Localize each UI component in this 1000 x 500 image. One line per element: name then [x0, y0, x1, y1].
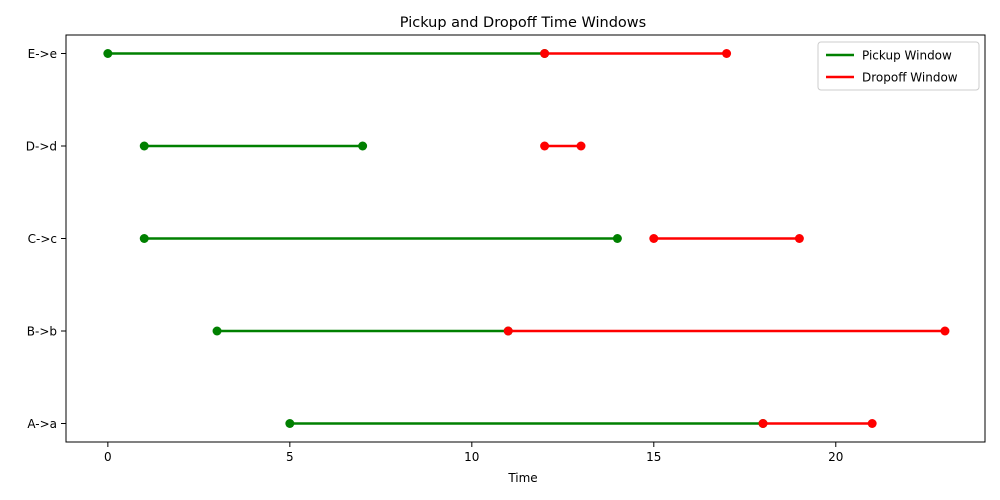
window-start-marker	[649, 234, 659, 243]
legend-box	[817, 41, 980, 91]
window-start-marker	[139, 141, 149, 151]
window-start-marker	[540, 49, 550, 58]
window-end-marker	[940, 326, 950, 336]
y-tick-label: C->c	[28, 232, 57, 246]
y-tick-label: E->e	[28, 47, 57, 61]
y-tick-label: D->d	[26, 140, 57, 154]
x-tick-label: 15	[646, 450, 661, 464]
window-start-marker	[503, 326, 513, 336]
window-end-marker	[612, 234, 622, 243]
window-start-marker	[540, 141, 550, 151]
x-tick-label: 5	[286, 450, 294, 464]
window-end-marker	[794, 234, 804, 243]
window-start-marker	[285, 419, 295, 428]
y-tick-label: B->b	[27, 325, 57, 339]
window-end-marker	[867, 419, 877, 428]
window-start-marker	[758, 419, 768, 428]
window-start-marker	[103, 49, 113, 58]
dropoff-series	[503, 49, 950, 428]
legend-dropoff-label: Dropoff Window	[862, 71, 958, 85]
window-end-marker	[358, 141, 368, 151]
legend: Pickup Window Dropoff Window	[817, 41, 980, 91]
pickup-series	[103, 49, 768, 428]
y-axis: A->a B->b C->c D->d E->e	[26, 47, 66, 431]
window-start-marker	[139, 234, 149, 243]
x-tick-label: 20	[828, 450, 843, 464]
y-tick-label: A->a	[27, 417, 57, 431]
x-tick-label: 10	[464, 450, 479, 464]
window-start-marker	[212, 326, 222, 336]
window-end-marker	[722, 49, 732, 58]
legend-pickup-label: Pickup Window	[862, 49, 952, 63]
x-tick-label: 0	[104, 450, 112, 464]
series-layer	[103, 49, 950, 428]
window-end-marker	[576, 141, 586, 151]
x-axis: 0 5 10 15 20	[104, 442, 843, 464]
x-axis-label: Time	[507, 471, 537, 485]
chart-title: Pickup and Dropoff Time Windows	[400, 15, 646, 31]
